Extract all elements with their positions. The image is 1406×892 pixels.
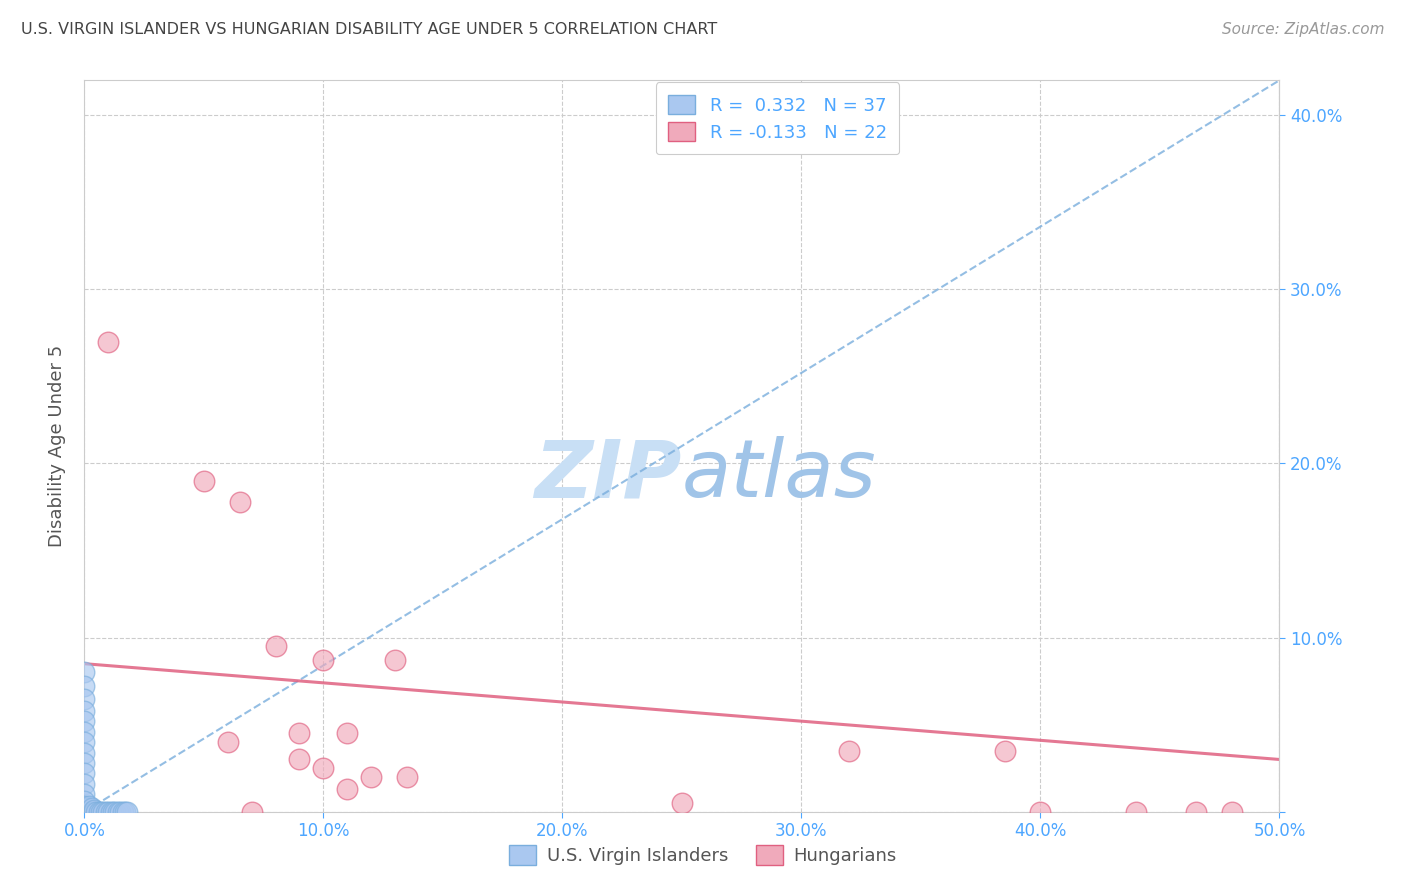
Point	[110, 805, 132, 819]
Point	[336, 782, 359, 797]
Point	[1125, 805, 1147, 819]
Legend: R =  0.332   N = 37, R = -0.133   N = 22: R = 0.332 N = 37, R = -0.133 N = 22	[655, 82, 900, 154]
Point	[107, 805, 129, 819]
Point	[87, 805, 110, 819]
Point	[1029, 805, 1052, 819]
Point	[360, 770, 382, 784]
Y-axis label: Disability Age Under 5: Disability Age Under 5	[48, 345, 66, 547]
Point	[993, 744, 1015, 758]
Legend: U.S. Virgin Islanders, Hungarians: U.S. Virgin Islanders, Hungarians	[501, 836, 905, 874]
Point	[217, 735, 239, 749]
Point	[104, 805, 127, 819]
Point	[100, 805, 122, 819]
Point	[73, 704, 96, 718]
Text: ZIP: ZIP	[534, 436, 682, 515]
Point	[86, 805, 108, 819]
Point	[101, 805, 124, 819]
Point	[73, 756, 96, 770]
Point	[264, 640, 287, 654]
Point	[193, 474, 215, 488]
Point	[73, 794, 96, 808]
Point	[73, 714, 96, 728]
Point	[73, 799, 96, 814]
Point	[97, 805, 120, 819]
Point	[90, 805, 112, 819]
Point	[288, 752, 311, 766]
Point	[1184, 805, 1206, 819]
Point	[73, 777, 96, 791]
Point	[288, 726, 311, 740]
Point	[396, 770, 419, 784]
Point	[77, 805, 100, 819]
Point	[83, 803, 105, 817]
Point	[73, 803, 96, 817]
Point	[73, 679, 96, 693]
Point	[83, 805, 105, 819]
Point	[1220, 805, 1243, 819]
Point	[73, 787, 96, 801]
Point	[312, 761, 335, 775]
Point	[93, 805, 115, 819]
Point	[73, 735, 96, 749]
Point	[240, 805, 263, 819]
Point	[73, 724, 96, 739]
Point	[76, 801, 98, 815]
Point	[94, 805, 117, 819]
Point	[73, 691, 96, 706]
Point	[73, 766, 96, 780]
Point	[73, 665, 96, 680]
Text: atlas: atlas	[682, 436, 877, 515]
Point	[384, 653, 406, 667]
Point	[76, 805, 98, 819]
Point	[228, 494, 252, 508]
Point	[838, 744, 860, 758]
Point	[336, 726, 359, 740]
Point	[312, 653, 335, 667]
Point	[80, 801, 103, 815]
Point	[114, 805, 136, 819]
Point	[111, 805, 134, 819]
Point	[77, 799, 100, 814]
Point	[80, 805, 103, 819]
Text: U.S. VIRGIN ISLANDER VS HUNGARIAN DISABILITY AGE UNDER 5 CORRELATION CHART: U.S. VIRGIN ISLANDER VS HUNGARIAN DISABI…	[21, 22, 717, 37]
Point	[73, 746, 96, 760]
Text: Source: ZipAtlas.com: Source: ZipAtlas.com	[1222, 22, 1385, 37]
Point	[671, 796, 693, 810]
Point	[117, 805, 139, 819]
Point	[97, 334, 120, 349]
